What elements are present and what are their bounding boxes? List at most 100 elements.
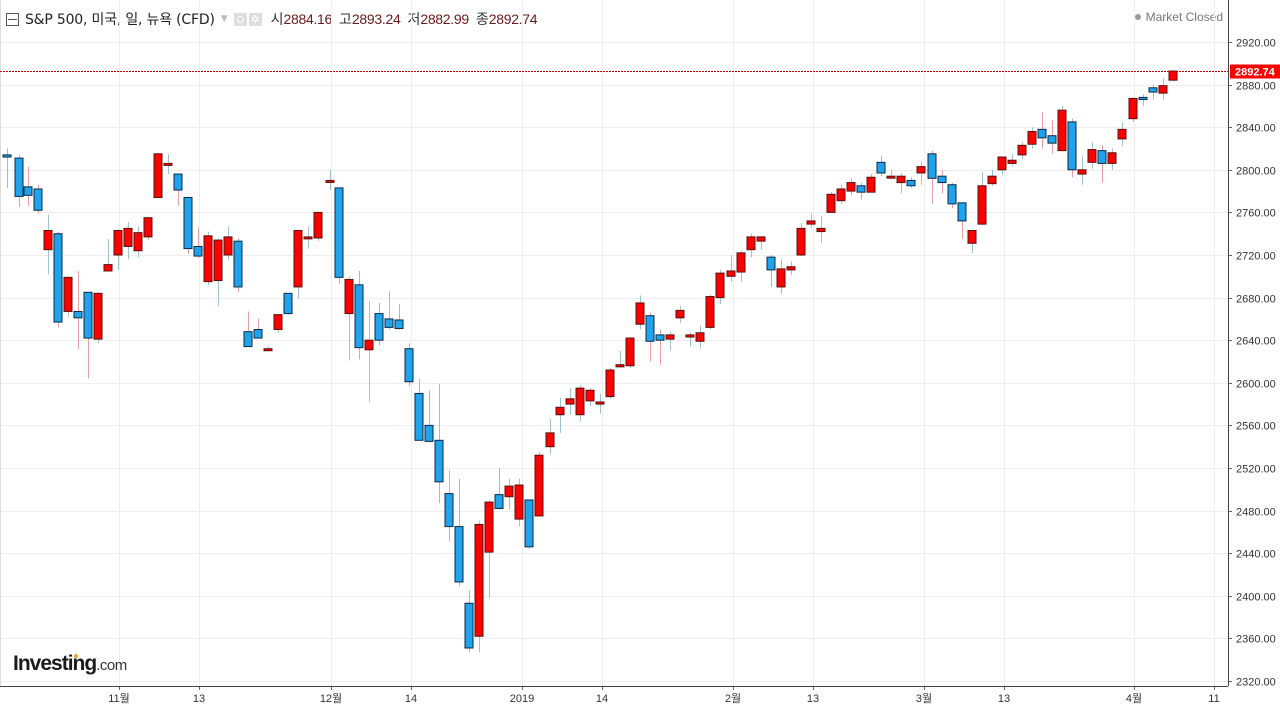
candle-body [675,309,685,319]
candle-body [334,187,344,278]
candle [655,329,665,365]
candle-body [997,156,1007,171]
candle [313,211,323,242]
x-tick-label: 13 [998,693,1010,705]
candle [83,291,93,379]
candle [1077,155,1087,185]
candle-body [1057,109,1067,152]
candle-body [655,334,665,341]
market-status-text: Market Closed [1145,10,1223,24]
candle [856,182,866,200]
candle-body [133,232,143,252]
candle-body [1027,130,1037,145]
candle [1128,97,1138,122]
candle [615,350,625,368]
candle-body [927,153,937,179]
y-tick-label: 2680.00 [1236,294,1276,306]
candle [374,302,384,346]
open-label: 시 [270,12,284,28]
collapse-icon[interactable] [6,12,19,26]
candle [444,470,454,542]
candle-body [846,182,856,192]
candle-body [153,153,163,198]
candle-body [565,398,575,405]
y-tick-label: 2480.00 [1236,507,1276,519]
candle-body [484,501,494,553]
candle-body [906,179,916,187]
candle-body [454,526,464,583]
candle [957,202,967,240]
candle-body [886,175,896,179]
candle-body [354,284,364,349]
candle [93,292,103,344]
candle-body [766,256,776,271]
candle [23,166,33,207]
candle-body [977,185,987,225]
candle [625,337,635,368]
candle [846,178,856,196]
candle [1047,119,1057,154]
candle-body [103,264,113,272]
x-tick-label: 11월 [108,692,130,705]
candle [746,233,756,258]
close-value: 2892.74 [488,11,538,27]
candle-body [776,268,786,288]
candle-body [73,310,83,319]
candle-body [1168,70,1178,81]
candle-body [364,339,374,351]
candle [997,156,1007,176]
candle-body [806,220,816,225]
x-tick-label: 2019 [510,693,534,705]
candle-body [143,217,153,238]
candle [545,419,555,455]
candle [1097,145,1107,183]
candle-body [1037,128,1047,139]
candle [1107,148,1117,170]
y-tick-label: 2320.00 [1236,677,1276,689]
candle-body [836,188,846,202]
candle-body [313,211,323,239]
candle-body [555,406,565,416]
candle [193,227,203,259]
candle-body [434,439,444,483]
candle [816,215,826,244]
candle-body [494,494,504,509]
candle [344,276,354,361]
candle [736,250,746,282]
candle-body [916,166,926,174]
dropdown-caret-icon[interactable]: ▼ [220,14,228,24]
candle [796,223,806,257]
candle [243,311,253,348]
candle-body [866,176,876,193]
candle [605,367,615,399]
candle [866,174,876,193]
candle-body [1128,97,1138,120]
y-tick-label: 2520.00 [1236,464,1276,476]
candle-body [856,185,866,193]
candle-body [1007,159,1017,164]
y-tick-label: 2840.00 [1236,123,1276,135]
candle [334,187,344,284]
x-tick-label: 4월 [1126,692,1142,705]
candle-body [384,318,394,328]
candle-body [123,227,133,247]
candle-body [957,202,967,222]
candle [113,229,123,270]
candle [886,169,896,179]
visibility-icon[interactable] [233,12,247,26]
candle-body [1077,169,1087,175]
candle-body [876,161,886,174]
candle [1017,142,1027,160]
candle [565,388,575,415]
y-tick-label: 2400.00 [1236,592,1276,604]
candle-body [2,154,12,158]
settings-gear-icon[interactable]: ✲ [248,12,262,26]
candle [424,390,434,443]
candle-body [1017,144,1027,156]
candle [354,270,364,360]
high-label: 고 [339,12,352,28]
candle [665,331,675,351]
candle-body [826,193,836,213]
